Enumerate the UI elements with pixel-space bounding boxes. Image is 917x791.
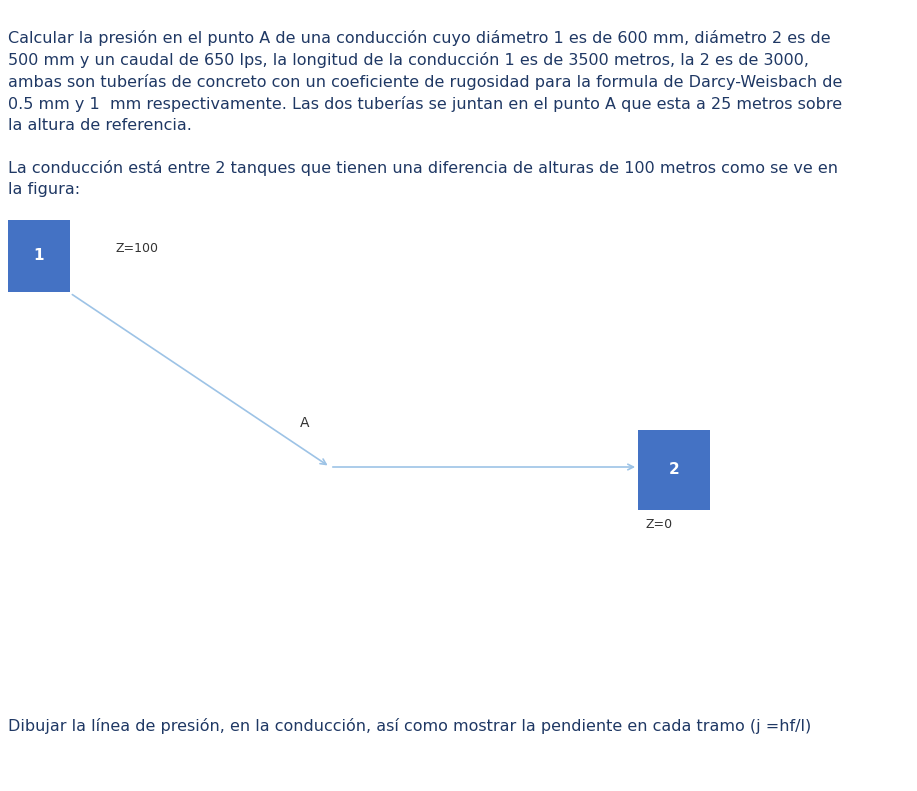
Text: Z=0: Z=0 xyxy=(645,518,672,531)
Text: 2: 2 xyxy=(668,463,679,478)
Text: Dibujar la línea de presión, en la conducción, así como mostrar la pendiente en : Dibujar la línea de presión, en la condu… xyxy=(8,718,812,734)
Bar xyxy=(8,220,70,292)
Bar xyxy=(638,430,710,510)
Text: 500 mm y un caudal de 650 lps, la longitud de la conducción 1 es de 3500 metros,: 500 mm y un caudal de 650 lps, la longit… xyxy=(8,52,809,68)
Text: Z=100: Z=100 xyxy=(115,241,158,255)
Text: la figura:: la figura: xyxy=(8,182,80,197)
Text: La conducción está entre 2 tanques que tienen una diferencia de alturas de 100 m: La conducción está entre 2 tanques que t… xyxy=(8,160,838,176)
Text: Calcular la presión en el punto A de una conducción cuyo diámetro 1 es de 600 mm: Calcular la presión en el punto A de una… xyxy=(8,30,831,46)
Text: 0.5 mm y 1  mm respectivamente. Las dos tuberías se juntan en el punto A que est: 0.5 mm y 1 mm respectivamente. Las dos t… xyxy=(8,96,842,112)
Text: 1: 1 xyxy=(34,248,44,263)
Text: ambas son tuberías de concreto con un coeficiente de rugosidad para la formula d: ambas son tuberías de concreto con un co… xyxy=(8,74,843,90)
Text: A: A xyxy=(300,416,310,430)
Text: la altura de referencia.: la altura de referencia. xyxy=(8,118,192,133)
